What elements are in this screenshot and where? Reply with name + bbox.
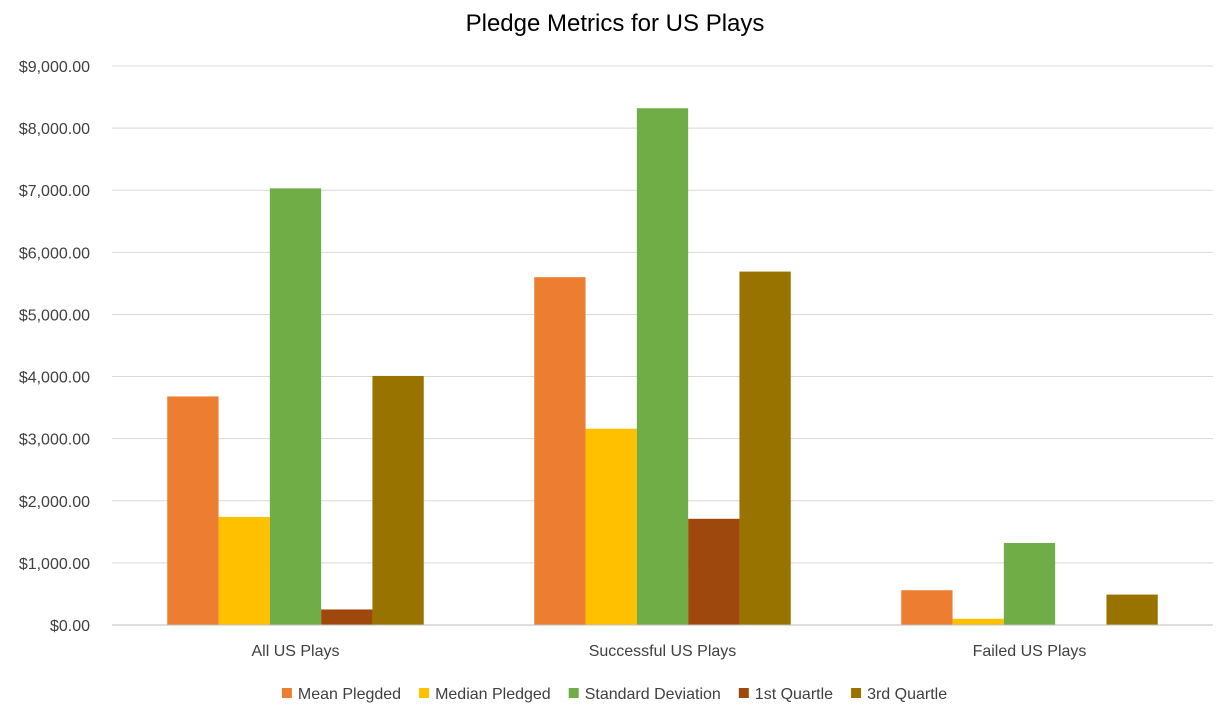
legend-swatch bbox=[738, 688, 749, 698]
legend-swatch bbox=[281, 688, 292, 698]
legend-swatch bbox=[419, 688, 430, 698]
bar bbox=[269, 188, 322, 625]
y-tick-label: $2,000.00 bbox=[19, 494, 90, 511]
y-tick-label: $9,000.00 bbox=[19, 59, 90, 76]
y-tick-label: $6,000.00 bbox=[19, 245, 90, 262]
legend-label: 3rd Quartle bbox=[867, 686, 947, 703]
bar bbox=[636, 108, 689, 626]
bar bbox=[321, 609, 373, 625]
bar bbox=[688, 518, 740, 625]
bars bbox=[167, 108, 1158, 626]
legend-swatch bbox=[851, 688, 862, 698]
y-tick-label: $8,000.00 bbox=[19, 121, 90, 138]
y-tick-label: $4,000.00 bbox=[19, 370, 90, 387]
bar bbox=[739, 271, 791, 625]
y-tick-label: $1,000.00 bbox=[19, 556, 90, 573]
bar bbox=[1003, 543, 1056, 625]
y-tick-label: $3,000.00 bbox=[19, 432, 90, 449]
legend-label: Median Pledged bbox=[435, 686, 551, 703]
legend-label: Mean Plegded bbox=[298, 686, 401, 703]
x-tick-label: All US Plays bbox=[251, 643, 339, 660]
legend-swatch bbox=[568, 688, 579, 698]
y-tick-label: $7,000.00 bbox=[19, 183, 90, 200]
bar bbox=[372, 375, 424, 625]
bar bbox=[952, 618, 1004, 625]
y-tick-label: $5,000.00 bbox=[19, 307, 90, 324]
y-tick-label: $0.00 bbox=[50, 618, 90, 635]
x-axis-ticks: All US Plays Successful US Plays Failed US… bbox=[251, 643, 1086, 660]
legend-label: Standard Deviation bbox=[585, 686, 721, 703]
x-tick-label: Successful US Plays bbox=[589, 643, 737, 660]
chart-title: Pledge Metrics for US Plays bbox=[466, 10, 765, 37]
bar bbox=[534, 277, 586, 625]
x-tick-label: Failed US Plays bbox=[973, 643, 1087, 660]
legend-label: 1st Quartle bbox=[755, 686, 833, 703]
y-axis-ticks: $0.00 $1,000.00 $2,000.00 $3,000.00 $4,000.0… bbox=[19, 59, 90, 635]
legend: Mean Plegded Median Pledged Standard Devia… bbox=[281, 686, 947, 703]
bar bbox=[1106, 594, 1158, 625]
bar bbox=[901, 590, 953, 625]
bar bbox=[218, 516, 270, 625]
bar bbox=[585, 428, 637, 625]
bar bbox=[167, 396, 219, 625]
